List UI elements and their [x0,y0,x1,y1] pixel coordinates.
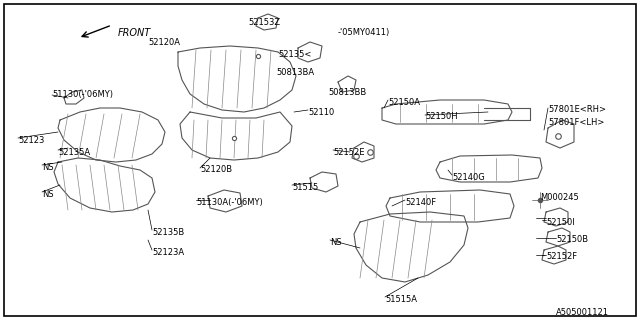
Text: 52152E: 52152E [333,148,365,157]
Text: 52150B: 52150B [556,235,588,244]
Text: 51515: 51515 [292,183,318,192]
Text: A505001121: A505001121 [556,308,609,317]
Text: 52152F: 52152F [546,252,577,261]
Text: 51130(-'06MY): 51130(-'06MY) [52,90,113,99]
Text: FRONT: FRONT [118,28,151,38]
Text: 51130A(-'06MY): 51130A(-'06MY) [196,198,263,207]
Text: 52123: 52123 [18,136,44,145]
Text: 52140F: 52140F [405,198,436,207]
Text: 52135B: 52135B [152,228,184,237]
Text: 52135<: 52135< [278,50,312,59]
Text: 57801F<LH>: 57801F<LH> [548,118,604,127]
Text: 51515A: 51515A [385,295,417,304]
Text: 52150I: 52150I [546,218,575,227]
Text: 52150H: 52150H [425,112,458,121]
Text: 52110: 52110 [308,108,334,117]
Text: -'05MY0411): -'05MY0411) [338,28,390,37]
Text: M000245: M000245 [540,193,579,202]
Text: 57801E<RH>: 57801E<RH> [548,105,606,114]
Text: 52135A: 52135A [58,148,90,157]
Text: 52153Z: 52153Z [248,18,280,27]
Text: 52120A: 52120A [148,38,180,47]
Text: 50813BB: 50813BB [328,88,366,97]
Text: 52120B: 52120B [200,165,232,174]
Text: 52123A: 52123A [152,248,184,257]
Text: 50813BA: 50813BA [276,68,314,77]
Text: NS: NS [330,238,342,247]
Text: NS: NS [42,190,54,199]
Text: 52150A: 52150A [388,98,420,107]
Text: NS: NS [42,163,54,172]
Text: 52140G: 52140G [452,173,484,182]
